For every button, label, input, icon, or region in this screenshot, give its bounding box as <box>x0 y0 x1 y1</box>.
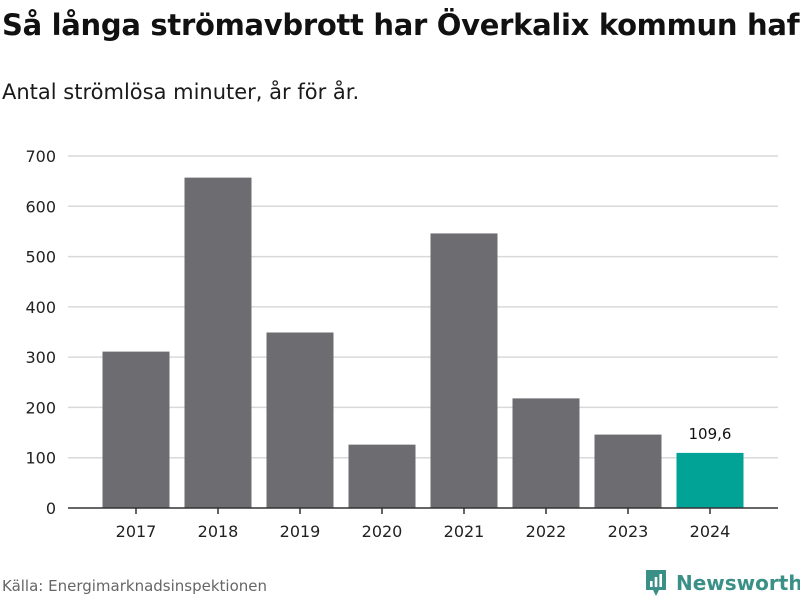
x-tick-label: 2017 <box>116 522 157 541</box>
y-tick-label: 500 <box>25 248 56 267</box>
brand-logo: Newsworthy <box>644 568 800 598</box>
x-tick-label: 2019 <box>280 522 321 541</box>
bar-2017 <box>102 351 170 508</box>
bar-2022 <box>512 398 580 508</box>
y-tick-label: 0 <box>46 499 56 518</box>
bar-2018 <box>184 177 252 508</box>
x-tick-label: 2020 <box>362 522 403 541</box>
newsworthy-logo-icon <box>646 570 666 596</box>
bar-2020 <box>348 444 416 508</box>
bar-2019 <box>266 332 334 508</box>
y-tick-label: 600 <box>25 197 56 216</box>
brand-name: Newsworthy <box>676 571 800 595</box>
chart-title: Så långa strömavbrott har Överkalix komm… <box>2 8 800 42</box>
y-tick-label: 300 <box>25 348 56 367</box>
x-tick-label: 2022 <box>526 522 567 541</box>
y-tick-label: 400 <box>25 298 56 317</box>
bar-2021 <box>430 233 498 508</box>
data-label: 109,6 <box>689 425 732 443</box>
x-tick-label: 2023 <box>608 522 649 541</box>
y-tick-label: 100 <box>25 449 56 468</box>
bar-2024 <box>676 452 744 508</box>
y-tick-label: 200 <box>25 398 56 417</box>
x-tick-label: 2024 <box>690 522 731 541</box>
source-note: Källa: Energimarknadsinspektionen <box>2 577 268 595</box>
x-tick-label: 2021 <box>444 522 485 541</box>
chart-subtitle: Antal strömlösa minuter, år för år. <box>2 80 360 104</box>
y-tick-label: 700 <box>25 147 56 166</box>
x-tick-label: 2018 <box>198 522 239 541</box>
bar-2023 <box>594 434 662 508</box>
